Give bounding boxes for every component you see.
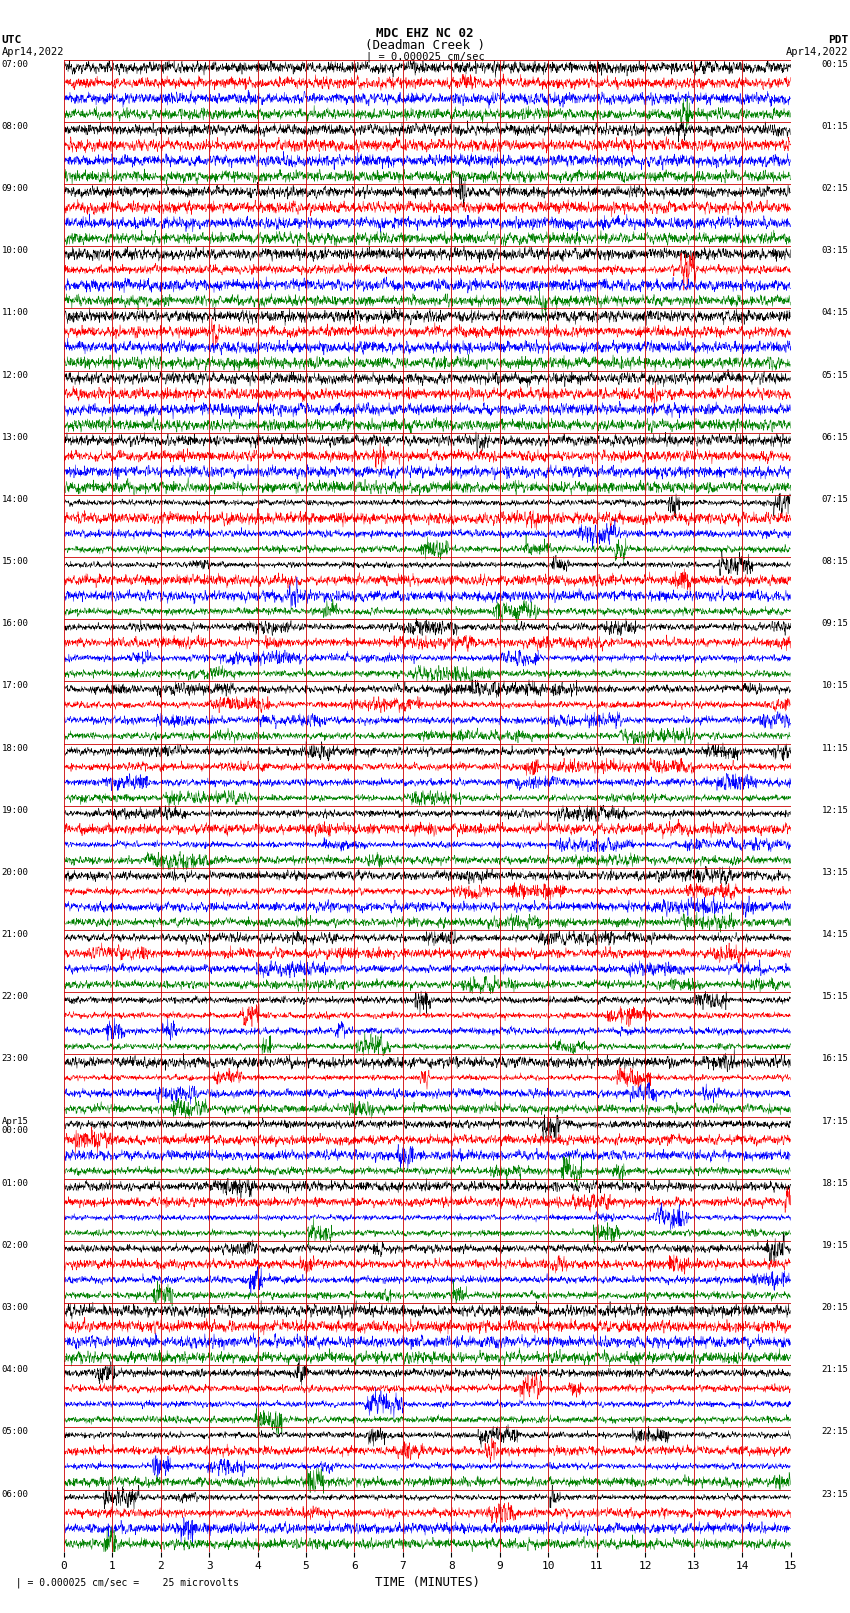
Text: 05:00: 05:00 (2, 1428, 29, 1436)
X-axis label: TIME (MINUTES): TIME (MINUTES) (375, 1576, 479, 1589)
Text: 07:15: 07:15 (821, 495, 848, 503)
Text: PDT: PDT (828, 35, 848, 45)
Text: MDC EHZ NC 02: MDC EHZ NC 02 (377, 27, 473, 40)
Text: 16:15: 16:15 (821, 1055, 848, 1063)
Text: 17:00: 17:00 (2, 681, 29, 690)
Text: 08:00: 08:00 (2, 123, 29, 131)
Text: 18:15: 18:15 (821, 1179, 848, 1187)
Text: 06:00: 06:00 (2, 1489, 29, 1498)
Text: 10:15: 10:15 (821, 681, 848, 690)
Text: 10:00: 10:00 (2, 247, 29, 255)
Text: 17:15: 17:15 (821, 1116, 848, 1126)
Text: 01:15: 01:15 (821, 123, 848, 131)
Text: 03:00: 03:00 (2, 1303, 29, 1311)
Text: 21:15: 21:15 (821, 1365, 848, 1374)
Text: 05:15: 05:15 (821, 371, 848, 379)
Text: 22:15: 22:15 (821, 1428, 848, 1436)
Text: 19:15: 19:15 (821, 1240, 848, 1250)
Text: | = 0.000025 cm/sec: | = 0.000025 cm/sec (366, 52, 484, 63)
Text: (Deadman Creek ): (Deadman Creek ) (365, 39, 485, 52)
Text: 16:00: 16:00 (2, 619, 29, 627)
Text: 19:00: 19:00 (2, 805, 29, 815)
Text: 11:15: 11:15 (821, 744, 848, 753)
Text: 13:15: 13:15 (821, 868, 848, 877)
Text: 15:00: 15:00 (2, 556, 29, 566)
Text: 01:00: 01:00 (2, 1179, 29, 1187)
Text: 11:00: 11:00 (2, 308, 29, 318)
Text: 03:15: 03:15 (821, 247, 848, 255)
Text: 09:15: 09:15 (821, 619, 848, 627)
Text: 20:15: 20:15 (821, 1303, 848, 1311)
Text: 14:15: 14:15 (821, 931, 848, 939)
Text: 09:00: 09:00 (2, 184, 29, 194)
Text: 18:00: 18:00 (2, 744, 29, 753)
Text: 04:15: 04:15 (821, 308, 848, 318)
Text: 14:00: 14:00 (2, 495, 29, 503)
Text: 07:00: 07:00 (2, 60, 29, 69)
Text: 04:00: 04:00 (2, 1365, 29, 1374)
Text: 15:15: 15:15 (821, 992, 848, 1002)
Text: 13:00: 13:00 (2, 432, 29, 442)
Text: | = 0.000025 cm/sec =    25 microvolts: | = 0.000025 cm/sec = 25 microvolts (4, 1578, 239, 1589)
Text: 06:15: 06:15 (821, 432, 848, 442)
Text: Apr14,2022: Apr14,2022 (2, 47, 65, 56)
Text: 00:15: 00:15 (821, 60, 848, 69)
Text: 12:00: 12:00 (2, 371, 29, 379)
Text: 20:00: 20:00 (2, 868, 29, 877)
Text: 12:15: 12:15 (821, 805, 848, 815)
Text: 21:00: 21:00 (2, 931, 29, 939)
Text: Apr14,2022: Apr14,2022 (785, 47, 848, 56)
Text: 22:00: 22:00 (2, 992, 29, 1002)
Text: 08:15: 08:15 (821, 556, 848, 566)
Text: Apr15
00:00: Apr15 00:00 (2, 1116, 29, 1136)
Text: UTC: UTC (2, 35, 22, 45)
Text: 02:00: 02:00 (2, 1240, 29, 1250)
Text: 23:15: 23:15 (821, 1489, 848, 1498)
Text: 23:00: 23:00 (2, 1055, 29, 1063)
Text: 02:15: 02:15 (821, 184, 848, 194)
